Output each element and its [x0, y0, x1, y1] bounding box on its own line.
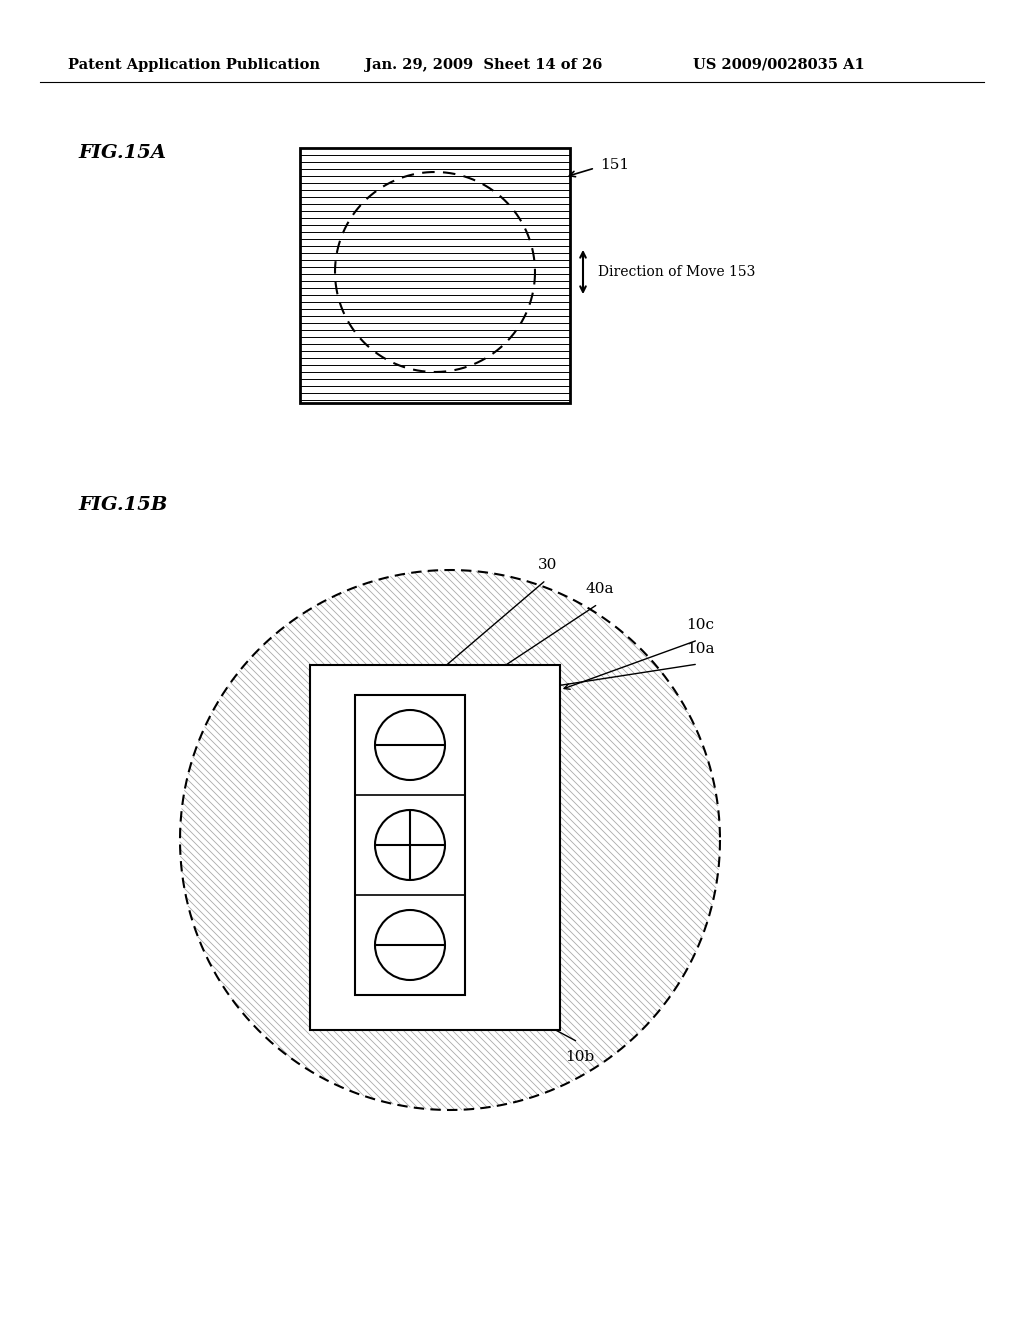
Text: 10a: 10a — [686, 642, 715, 656]
Text: Direction of Move 153: Direction of Move 153 — [598, 265, 756, 279]
Text: Patent Application Publication: Patent Application Publication — [68, 58, 319, 73]
Text: US 2009/0028035 A1: US 2009/0028035 A1 — [693, 58, 864, 73]
Bar — [310, 665, 560, 1030]
Text: 30: 30 — [539, 558, 558, 572]
Bar — [355, 696, 465, 995]
Text: FIG.15B: FIG.15B — [78, 496, 167, 513]
Bar — [300, 148, 570, 403]
Text: Jan. 29, 2009  Sheet 14 of 26: Jan. 29, 2009 Sheet 14 of 26 — [365, 58, 602, 73]
Text: 151: 151 — [600, 158, 629, 172]
Text: 10b: 10b — [565, 1049, 595, 1064]
Text: 40a: 40a — [586, 582, 614, 597]
Circle shape — [375, 710, 445, 780]
Text: FIG.15A: FIG.15A — [78, 144, 166, 162]
Circle shape — [375, 810, 445, 880]
Circle shape — [375, 909, 445, 979]
Text: 10c: 10c — [686, 618, 714, 632]
